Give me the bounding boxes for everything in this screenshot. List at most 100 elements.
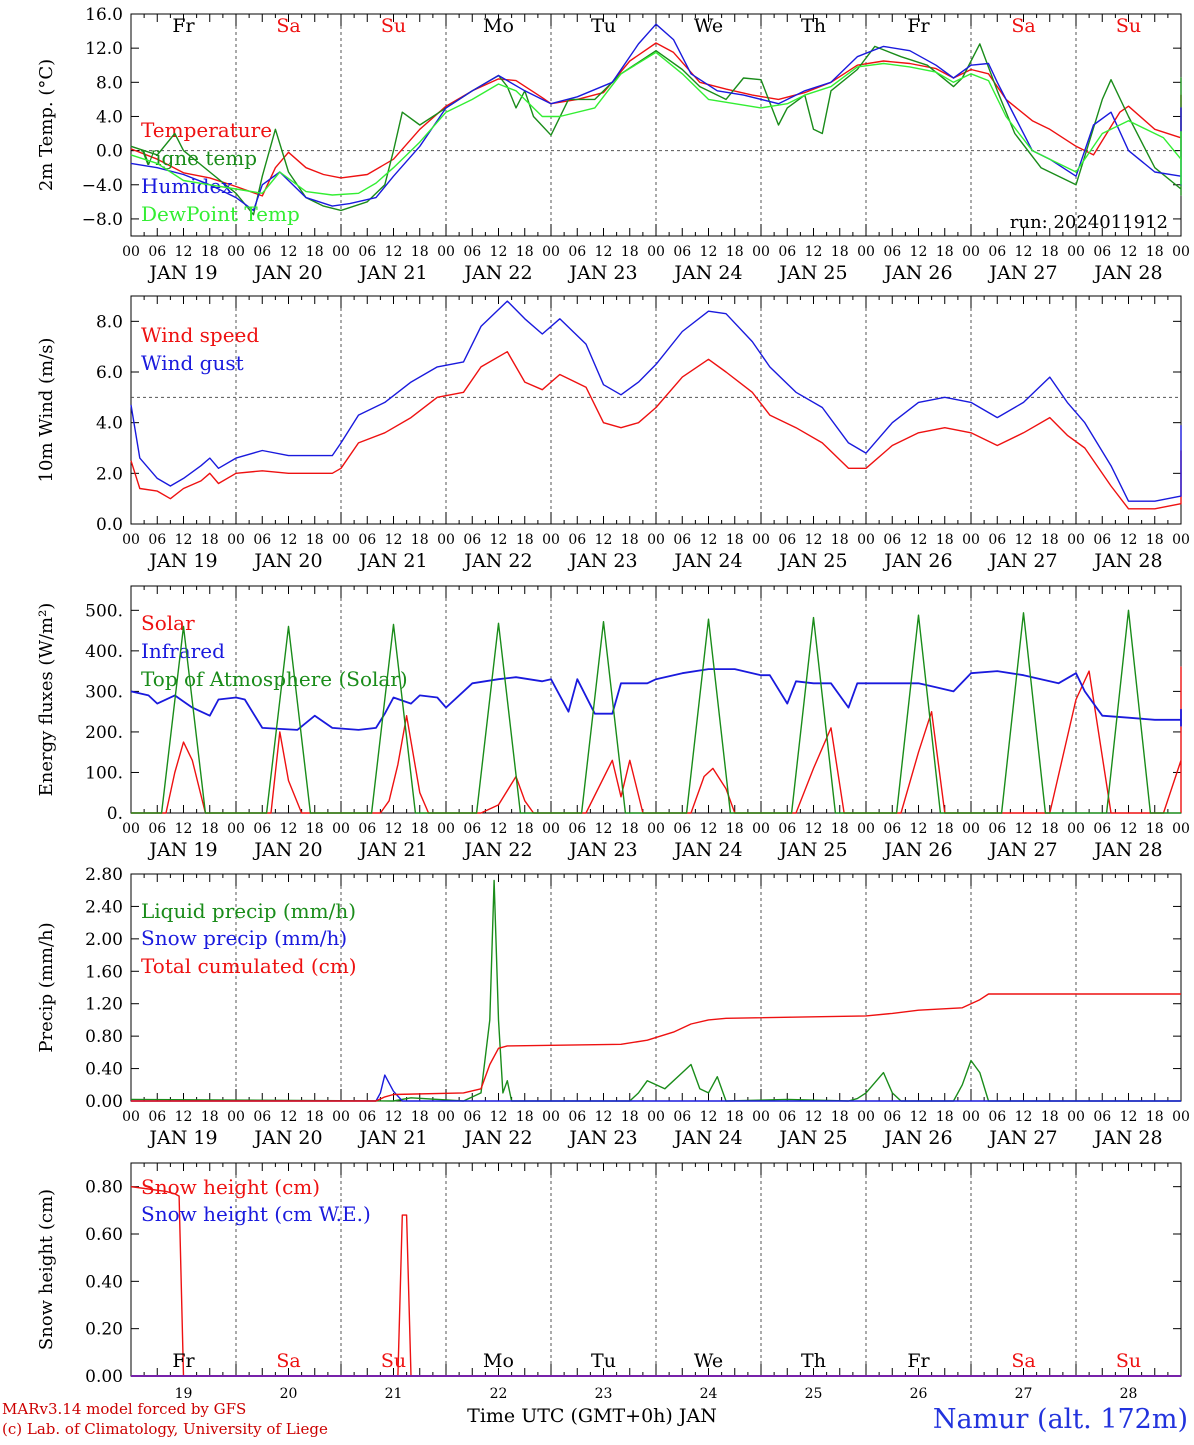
x-date-label: JAN 22 (462, 1127, 532, 1149)
panel-1: 16.0 12.0 8.0 4.0 0.0 −4.0 −8.0 2m Temp. (°C) 00… (36, 5, 1190, 284)
x-day-number: 22 (490, 1386, 508, 1402)
x-hour-label: 12 (490, 532, 508, 548)
x-hour-label: 06 (1093, 1109, 1111, 1125)
x-hour-label: 00 (1172, 244, 1190, 260)
x-hour-label: 12 (490, 821, 508, 837)
x-hour-label: 12 (280, 532, 298, 548)
y-tick-label: 400. (85, 642, 123, 662)
x-hour-label: 06 (988, 1109, 1006, 1125)
x-hour-label: 06 (1093, 821, 1111, 837)
series-line (130, 668, 1182, 731)
x-hour-label: 00 (1067, 532, 1085, 548)
x-date-label: JAN 19 (147, 839, 217, 861)
x-hour-label: 06 (568, 244, 586, 260)
legend-entry: Top of Atmosphere (Solar) (141, 667, 408, 691)
x-date-label: JAN 26 (882, 839, 952, 861)
x-hour-label: 12 (805, 1109, 823, 1125)
x-date-label: JAN 23 (567, 262, 637, 284)
x-hour-label: 06 (778, 244, 796, 260)
x-hour-label: 18 (306, 821, 324, 837)
x-hour-label: 00 (752, 821, 770, 837)
legend-entry: Wind gust (141, 351, 244, 375)
x-date-label: JAN 21 (357, 550, 427, 572)
x-hour-label: 06 (463, 532, 481, 548)
y-tick-label: 100. (85, 763, 123, 783)
x-date-label: JAN 24 (672, 550, 742, 572)
x-hour-label: 12 (700, 1109, 718, 1125)
x-hour-label: 06 (988, 821, 1006, 837)
series-line (130, 351, 1182, 510)
x-hour-label: 06 (463, 244, 481, 260)
credit-line-1: MARv3.14 model forced by GFS (2, 1400, 246, 1418)
x-hour-label: 00 (962, 1109, 980, 1125)
x-hour-label: 06 (1093, 244, 1111, 260)
x-hour-label: 18 (831, 821, 849, 837)
x-hour-label: 00 (647, 244, 665, 260)
location-label: Namur (alt. 172m) (933, 1404, 1188, 1435)
x-hour-label: 00 (542, 532, 560, 548)
panel-5: 0.80 0.60 0.40 0.20 0.00 Snow height (cm) Snow… (36, 1162, 1182, 1402)
series-line (130, 43, 1182, 216)
y-tick-label: −8.0 (82, 210, 123, 230)
y-tick-label: 0.40 (85, 1060, 123, 1080)
x-hour-label: 06 (463, 1109, 481, 1125)
x-hour-label: 00 (1067, 821, 1085, 837)
weekday-label: Sa (276, 15, 300, 37)
x-date-label: JAN 22 (462, 839, 532, 861)
x-hour-label: 12 (595, 244, 613, 260)
x-hour-label: 06 (148, 1109, 166, 1125)
x-hour-label: 18 (201, 1109, 219, 1125)
y-tick-label: 2.0 (96, 464, 123, 484)
x-hour-label: 00 (752, 1109, 770, 1125)
x-axis-title: Time UTC (GMT+0h) JAN (467, 1405, 717, 1427)
x-date-label: JAN 19 (147, 550, 217, 572)
x-hour-label: 12 (1015, 1109, 1033, 1125)
y-tick-label: 8.0 (96, 73, 123, 93)
x-hour-label: 12 (280, 244, 298, 260)
credit-line-2: (c) Lab. of Climatology, University of L… (2, 1420, 328, 1438)
x-date-label: JAN 23 (567, 1127, 637, 1149)
x-hour-label: 00 (962, 821, 980, 837)
x-date-label: JAN 24 (672, 839, 742, 861)
x-hour-label: 18 (516, 821, 534, 837)
weekday-label: Tu (591, 15, 616, 37)
x-hour-label: 00 (332, 244, 350, 260)
x-hour-label: 00 (332, 821, 350, 837)
series-line (131, 609, 1181, 814)
x-day-number: 28 (1120, 1386, 1138, 1402)
x-hour-label: 18 (411, 532, 429, 548)
weekday-label: We (694, 15, 723, 37)
legend-entry: Total cumulated (cm) (141, 954, 357, 978)
x-hour-label: 18 (1041, 821, 1059, 837)
x-date-label: JAN 19 (147, 262, 217, 284)
x-hour-label: 18 (1146, 1109, 1164, 1125)
x-date-label: JAN 19 (147, 1127, 217, 1149)
x-date-label: JAN 21 (357, 839, 427, 861)
weekday-label: Sa (276, 1350, 300, 1372)
y-tick-label: 12.0 (85, 39, 123, 59)
x-hour-label: 00 (437, 821, 455, 837)
x-day-number: 25 (805, 1386, 823, 1402)
y-tick-label: 6.0 (96, 363, 123, 383)
x-hour-label: 00 (542, 1109, 560, 1125)
x-hour-label: 18 (1146, 244, 1164, 260)
x-hour-label: 12 (1015, 532, 1033, 548)
x-hour-label: 18 (936, 244, 954, 260)
weekday-label: Mo (483, 15, 514, 37)
x-hour-label: 18 (831, 244, 849, 260)
x-hour-label: 18 (306, 532, 324, 548)
x-date-label: JAN 22 (462, 262, 532, 284)
y-tick-label: 0.20 (85, 1320, 123, 1340)
x-hour-label: 18 (726, 244, 744, 260)
x-date-label: JAN 21 (357, 262, 427, 284)
x-hour-label: 00 (227, 532, 245, 548)
x-date-label: JAN 26 (882, 262, 952, 284)
y-tick-label: 0.80 (85, 1027, 123, 1047)
legend-entry: Infrared (141, 639, 225, 663)
x-hour-label: 00 (122, 244, 140, 260)
x-hour-label: 00 (1172, 1109, 1190, 1125)
legend-entry: Wind speed (141, 323, 259, 347)
x-hour-label: 18 (621, 1109, 639, 1125)
